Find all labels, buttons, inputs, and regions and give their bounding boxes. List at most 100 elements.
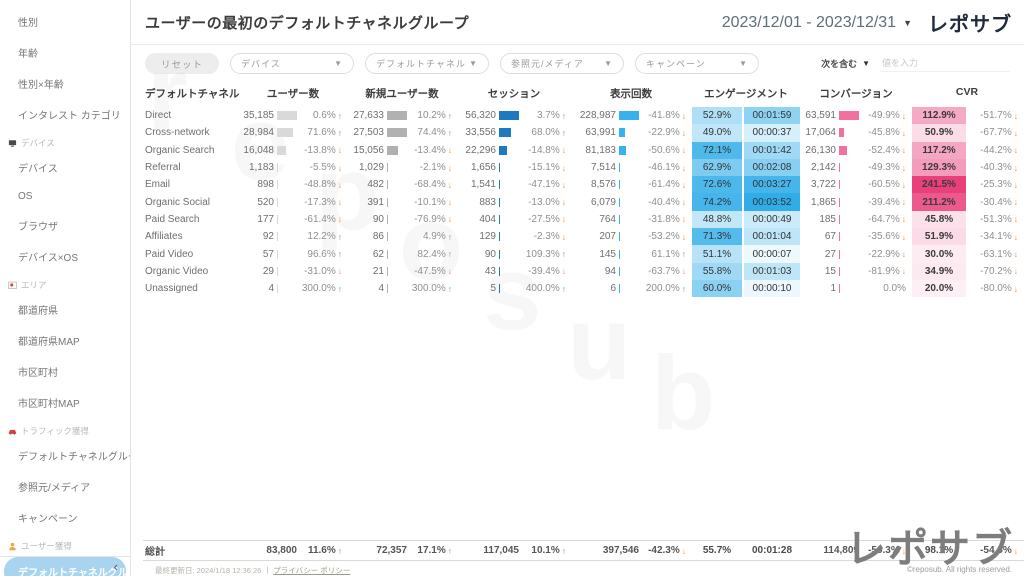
date-range-value: 2023/12/01 - 2023/12/31 [721, 13, 897, 31]
new_users-value: 15,056 [347, 142, 407, 159]
sidebar-item-8[interactable]: デバイス×OS [18, 253, 78, 264]
sidebar-item-17[interactable]: キャンペーン [18, 514, 78, 525]
column-header-0[interactable]: デフォルトチャネル [145, 88, 240, 100]
condition-select[interactable]: 次を含む ▼ [821, 57, 870, 70]
trend-down-icon: ↓ [337, 145, 342, 156]
column-header-1[interactable]: ユーザー数 [266, 88, 320, 100]
sidebar-item-11[interactable]: 都道府県MAP [18, 337, 80, 348]
eng-time: 00:01:59 [743, 107, 801, 125]
sidebar-section-14: トラフィック獲得 [0, 418, 130, 440]
filter-device[interactable]: デバイス ▼ [230, 53, 355, 74]
pct-change: -68.4% ↓ [414, 179, 452, 191]
mini-bar [499, 111, 519, 121]
sidebar-item-3[interactable]: インタレスト カテゴリ [18, 111, 121, 122]
filter-campaign[interactable]: キャンペーン ▼ [635, 53, 760, 74]
column-header-7[interactable]: CVR [955, 86, 979, 98]
channel-name: Affiliates [145, 231, 183, 243]
trend-up-icon: ↑ [337, 127, 342, 138]
sidebar-item-19[interactable]: デフォルトチャネルグループ [4, 557, 130, 576]
sidebar-item-0[interactable]: 性別 [18, 18, 38, 29]
sidebar-item-15[interactable]: デフォルトチャネルグループ [18, 452, 130, 463]
trend-down-icon: ↓ [681, 110, 686, 121]
filter-value-input[interactable] [880, 55, 1010, 72]
channel-name: Unassigned [145, 283, 198, 295]
column-header-5[interactable]: エンゲージメント [704, 88, 788, 100]
mini-bar [839, 163, 859, 173]
cvr: 51.9% [911, 228, 967, 246]
device-icon [8, 139, 17, 148]
conv-value: 63,591 [801, 107, 859, 124]
mini-bar [277, 284, 297, 294]
trend-down-icon: ↓ [901, 127, 906, 138]
pct-change: -40.4% ↓ [648, 196, 686, 208]
pct-change: 96.6% ↑ [307, 248, 342, 260]
column-header-6[interactable]: コンバージョン [819, 88, 893, 100]
table-row: Referral 1,183 -5.5% ↓ 1,029 -2.1% ↓ 1,656 -15.1… [143, 158, 1024, 177]
eng-rate: 72.6% [691, 176, 743, 194]
mini-bar [277, 180, 297, 190]
sidebar-item-6[interactable]: OS [18, 191, 33, 202]
cvr: 129.3% [911, 158, 967, 177]
pct-change: 10.2% ↑ [417, 110, 452, 122]
channel-name: 総計 [145, 547, 165, 558]
trend-up-icon: ↑ [681, 283, 686, 294]
trend-down-icon: ↓ [681, 197, 686, 208]
conv-value: 26,130 [801, 142, 859, 159]
pct-change: -61.4% ↓ [304, 213, 342, 225]
table-row: Paid Search 177 -61.4% ↓ 90 -76.9% ↓ 404 -27.5% ↓… [143, 210, 1024, 229]
mini-bar [499, 214, 519, 224]
trend-down-icon: ↓ [901, 545, 906, 556]
sidebar-item-12[interactable]: 市区町村 [18, 368, 58, 379]
trend-down-icon: ↓ [681, 214, 686, 225]
condition-group: 次を含む ▼ [821, 55, 1010, 72]
mini-bar [619, 163, 639, 173]
reset-button[interactable]: リセット [145, 53, 220, 74]
filter-source-medium[interactable]: 参照元/メディア ▼ [500, 53, 625, 74]
trend-down-icon: ↓ [901, 162, 906, 173]
condition-label: 次を含む [821, 59, 858, 69]
pct-change: -13.4% ↓ [414, 144, 452, 156]
users-value: 29 [239, 263, 297, 280]
column-header-3[interactable]: セッション [487, 88, 541, 100]
sidebar-item-2[interactable]: 性別×年齢 [18, 80, 64, 91]
sessions-value: 1,656 [457, 159, 519, 176]
date-range-selector[interactable]: 2023/12/01 - 2023/12/31 ▼ [722, 14, 912, 32]
sidebar-item-13[interactable]: 市区町村MAP [18, 399, 80, 410]
trend-down-icon: ↓ [1013, 127, 1018, 138]
trend-down-icon: ↓ [901, 110, 906, 121]
mini-bar [619, 180, 639, 190]
sidebar-item-1[interactable]: 年齢 [18, 49, 38, 60]
column-header-2[interactable]: 新規ユーザー数 [365, 88, 439, 100]
trend-down-icon: ↓ [901, 197, 906, 208]
eng-time: 00:03:27 [743, 176, 801, 194]
column-header-4[interactable]: 表示回数 [610, 88, 652, 100]
sidebar-collapse-icon[interactable]: ‹ [113, 559, 118, 574]
mini-bar [387, 266, 407, 276]
sidebar-item-5[interactable]: デバイス [18, 164, 58, 175]
trend-down-icon: ↓ [1013, 179, 1018, 190]
mini-bar [277, 145, 297, 155]
sidebar-section-4: デバイス [0, 130, 130, 152]
filter-default-channel-label: デフォルトチャネル [376, 59, 466, 69]
sidebar-item-10[interactable]: 都道府県 [18, 306, 58, 317]
mini-bar [499, 128, 519, 138]
table-header: デフォルトチャネル ユーザー数 新規ユーザー数 セッション 表示回数 エンゲージメント コン… [143, 81, 1024, 107]
mini-bar [277, 197, 297, 207]
filter-default-channel[interactable]: デフォルトチャネル ▼ [365, 53, 490, 74]
sidebar-item-7[interactable]: ブラウザ [18, 222, 58, 233]
new_users-value: 21 [347, 263, 407, 280]
sidebar-item-16[interactable]: 参照元/メディア [18, 483, 91, 494]
trend-down-icon: ↓ [337, 266, 342, 277]
users-value: 57 [239, 245, 297, 262]
mini-bar [619, 249, 639, 259]
trend-up-icon: ↑ [561, 249, 566, 260]
new_users-value: 27,633 [347, 107, 407, 124]
trend-down-icon: ↓ [561, 145, 566, 156]
trend-down-icon: ↓ [681, 545, 686, 556]
mini-bar [619, 128, 639, 138]
sidebar-list: 性別 年齢 性別×年齢 インタレスト カテゴリ デバイス デバイス OS ブラウザ デバイス×O… [0, 0, 130, 576]
privacy-policy-link[interactable]: プライバシー ポリシー [273, 566, 351, 575]
conv-value: 3,722 [801, 176, 859, 193]
trend-down-icon: ↓ [447, 162, 452, 173]
new_users-value: 72,357 [376, 545, 407, 556]
